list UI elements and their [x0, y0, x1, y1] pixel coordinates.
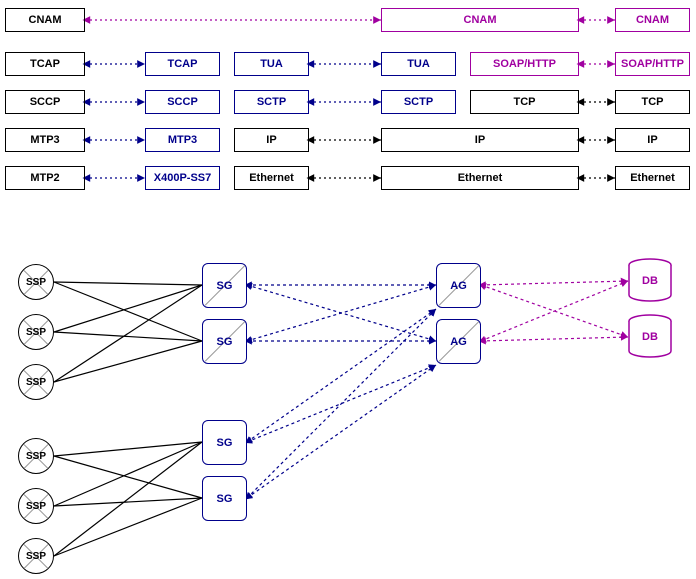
stack-box-soaphttp: SOAP/HTTP — [615, 52, 690, 76]
ssp-node: SSP — [18, 364, 54, 400]
stack-box-tua: TUA — [234, 52, 309, 76]
db-node: DB — [628, 258, 672, 302]
ag-node: AG — [436, 319, 481, 364]
stack-box-tcp: TCP — [615, 90, 690, 114]
db-node: DB — [628, 314, 672, 358]
stack-box-x400pss7: X400P-SS7 — [145, 166, 220, 190]
stack-box-sccp: SCCP — [5, 90, 85, 114]
stack-box-mtp3: MTP3 — [5, 128, 85, 152]
stack-box-tcp: TCP — [470, 90, 579, 114]
stack-box-sctp: SCTP — [381, 90, 456, 114]
stack-box-tua: TUA — [381, 52, 456, 76]
ssp-node: SSP — [18, 438, 54, 474]
stack-box-sctp: SCTP — [234, 90, 309, 114]
stack-box-mtp3: MTP3 — [145, 128, 220, 152]
ssp-node: SSP — [18, 538, 54, 574]
sg-node: SG — [202, 319, 247, 364]
stack-box-ethernet: Ethernet — [381, 166, 579, 190]
stack-box-ethernet: Ethernet — [615, 166, 690, 190]
stack-box-sccp: SCCP — [145, 90, 220, 114]
sg-node: SG — [202, 420, 247, 465]
stack-box-tcap: TCAP — [5, 52, 85, 76]
stack-box-ip: IP — [381, 128, 579, 152]
ssp-node: SSP — [18, 314, 54, 350]
stack-box-mtp2: MTP2 — [5, 166, 85, 190]
stack-box-soaphttp: SOAP/HTTP — [470, 52, 579, 76]
stack-box-cnam: CNAM — [5, 8, 85, 32]
stack-box-cnam: CNAM — [381, 8, 579, 32]
stack-box-ip: IP — [234, 128, 309, 152]
stack-box-ethernet: Ethernet — [234, 166, 309, 190]
ssp-node: SSP — [18, 488, 54, 524]
sg-node: SG — [202, 476, 247, 521]
stack-box-ip: IP — [615, 128, 690, 152]
stack-box-cnam: CNAM — [615, 8, 690, 32]
ssp-node: SSP — [18, 264, 54, 300]
stack-box-tcap: TCAP — [145, 52, 220, 76]
sg-node: SG — [202, 263, 247, 308]
ag-node: AG — [436, 263, 481, 308]
